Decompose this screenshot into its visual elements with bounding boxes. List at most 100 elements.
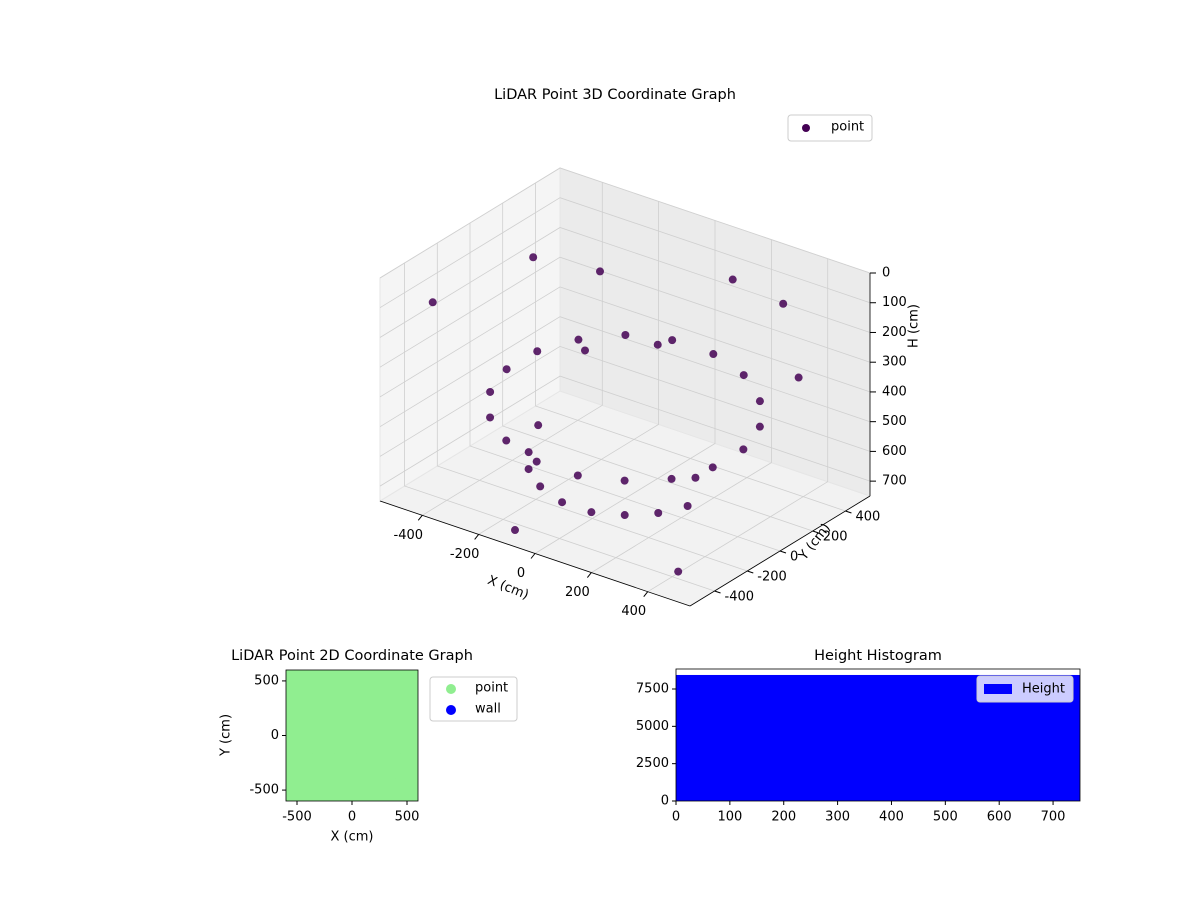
- x-tick: [417, 515, 423, 521]
- point: [683, 501, 692, 510]
- point: [587, 508, 596, 517]
- grid-line: [502, 203, 813, 532]
- x-tick-label: -500: [282, 810, 312, 825]
- point: [502, 436, 511, 445]
- x-tick: [643, 591, 649, 597]
- point: [621, 331, 630, 340]
- grid-line: [379, 197, 871, 309]
- point: [486, 413, 495, 422]
- grid-line: [478, 201, 659, 535]
- axes-frame: [675, 668, 1081, 802]
- legend: Height: [976, 675, 1074, 703]
- legend-patch: [984, 684, 1012, 694]
- x-tick-label: 100: [717, 810, 742, 825]
- y-tick-label: -500: [249, 783, 279, 798]
- grid-line: [379, 375, 871, 487]
- point: [534, 421, 543, 430]
- x-tick-label: 200: [771, 810, 796, 825]
- grid-line: [379, 286, 871, 398]
- point: [794, 373, 803, 382]
- grid-line: [379, 345, 871, 457]
- x-tick-label: 0: [672, 810, 680, 825]
- y-axis: [689, 495, 871, 607]
- y-tick-label: 7500: [636, 682, 669, 697]
- legend: point: [787, 114, 873, 142]
- x-tick-label: 0: [517, 566, 525, 581]
- point: [524, 465, 533, 474]
- x-tick: [530, 553, 536, 559]
- x-tick: [474, 534, 480, 540]
- x-tick-label: 200: [565, 585, 590, 600]
- grid-line: [379, 167, 871, 279]
- point: [779, 299, 788, 308]
- x-tick-label: 400: [879, 810, 904, 825]
- y-tick: [845, 510, 852, 514]
- point: [581, 346, 589, 355]
- chart-title: LiDAR Point 3D Coordinate Graph: [494, 87, 736, 103]
- chart-title: Height Histogram: [814, 648, 942, 664]
- z-tick-label: 400: [882, 384, 907, 399]
- x-tick-label: 700: [1041, 810, 1066, 825]
- grid-line: [469, 223, 781, 552]
- grid-line: [404, 263, 715, 592]
- z-tick-label: 200: [882, 325, 907, 340]
- grid-line: [534, 220, 716, 554]
- point: [620, 476, 629, 485]
- x-tick-label: 0: [348, 810, 356, 825]
- z-axis-label: H (cm): [907, 304, 922, 348]
- point: [674, 567, 683, 576]
- point: [532, 457, 541, 466]
- x-tick-label: 600: [987, 810, 1012, 825]
- y-tick-label: 400: [855, 510, 880, 525]
- legend-label: Height: [1022, 682, 1065, 697]
- point: [709, 350, 718, 359]
- point: [558, 498, 567, 507]
- point: [596, 267, 604, 276]
- y-tick-label: 0: [271, 728, 279, 743]
- z-tick-label: 600: [882, 444, 907, 459]
- y-tick: [812, 530, 819, 534]
- x-axis-label: X (cm): [331, 830, 374, 845]
- point: [529, 253, 538, 262]
- grid-line: [379, 256, 871, 368]
- grid-line: [422, 182, 603, 516]
- point: [654, 508, 663, 517]
- legend-label: point: [475, 681, 508, 696]
- y-tick-label: 0: [790, 550, 798, 565]
- x-tick-label: 500: [933, 810, 958, 825]
- plot-area: [286, 670, 418, 801]
- x-axis: [379, 500, 691, 607]
- y-tick-label: 200: [823, 530, 848, 545]
- legend-box: [976, 675, 1074, 703]
- point: [391, 774, 418, 801]
- y-tick-label: -400: [725, 590, 755, 605]
- x-tick: [586, 572, 592, 578]
- z-tick-label: 0: [882, 266, 890, 281]
- y-tick-label: -200: [757, 570, 787, 585]
- point: [574, 335, 583, 344]
- point: [524, 448, 533, 457]
- legend-marker: [802, 124, 810, 132]
- point: [691, 473, 700, 482]
- point: [536, 482, 545, 491]
- x-tick-label: -400: [394, 528, 424, 543]
- grid-line: [591, 239, 772, 573]
- y-tick: [779, 550, 787, 554]
- point: [755, 422, 764, 431]
- grid-line: [379, 227, 871, 338]
- chart-title: LiDAR Point 2D Coordinate Graph: [231, 648, 473, 664]
- y-tick-label: 0: [661, 794, 669, 809]
- y-axis-label: Y (cm): [219, 714, 234, 757]
- legend-box: [787, 114, 873, 142]
- legend-marker: [446, 705, 456, 715]
- point: [728, 275, 737, 284]
- y-tick: [714, 590, 721, 594]
- x-tick-label: 400: [621, 604, 646, 619]
- y-tick-label: 500: [254, 673, 279, 688]
- legend-marker: [446, 684, 456, 694]
- y-tick: [747, 570, 754, 574]
- z-tick-label: 100: [882, 295, 907, 310]
- point: [502, 365, 511, 374]
- point: [573, 471, 582, 480]
